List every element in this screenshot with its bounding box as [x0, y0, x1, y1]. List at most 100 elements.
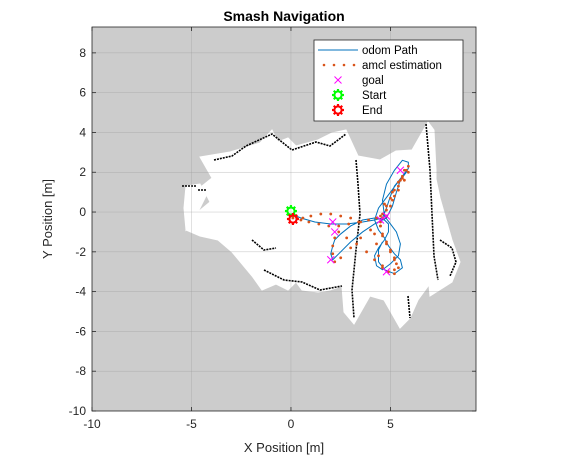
amcl-point [339, 214, 343, 218]
amcl-point [385, 204, 388, 208]
amcl-point [398, 178, 402, 182]
legend-gear-swatch [332, 104, 344, 116]
map-wall [407, 295, 411, 319]
map-free-space [185, 121, 459, 329]
amcl-point [359, 236, 363, 240]
goal-marker [382, 212, 391, 220]
amcl-point [397, 184, 400, 188]
amcl-point [299, 218, 303, 222]
legend-label: amcl estimation [362, 60, 442, 72]
legend-entry: amcl estimation [322, 60, 442, 72]
goal-marker [396, 166, 405, 175]
amcl-point [379, 224, 382, 228]
goal-marker-stroke [330, 228, 339, 236]
amcl-point [347, 222, 351, 226]
amcl-point [389, 248, 392, 252]
amcl-point [377, 254, 380, 258]
amcl-point [369, 228, 372, 232]
amcl-point [385, 208, 388, 212]
amcl-point [375, 242, 378, 246]
legend-goal-swatch [334, 76, 342, 84]
y-tick-label: 2 [79, 165, 86, 179]
axes-box [91, 26, 477, 412]
x-tick-label: 5 [387, 417, 394, 431]
amcl-point [339, 256, 343, 260]
amcl-point [307, 220, 311, 224]
amcl-point [357, 220, 361, 224]
amcl-point [391, 190, 394, 194]
amcl-point [389, 250, 392, 254]
amcl-point [389, 196, 392, 200]
x-tick-label: -5 [186, 417, 197, 431]
goal-marker [376, 216, 385, 224]
y-tick-label: 6 [79, 86, 86, 100]
amcl-point [329, 212, 333, 216]
amcl-point [365, 250, 368, 254]
amcl-point [337, 230, 341, 234]
amcl-point [381, 234, 384, 238]
amcl-point [402, 178, 406, 182]
goal-marker [382, 267, 391, 276]
amcl-point [309, 214, 313, 218]
amcl-point [385, 240, 388, 244]
map-wall [251, 239, 277, 251]
legend-gear-swatch-ring [333, 105, 343, 115]
amcl-point [319, 212, 323, 216]
amcl-point [355, 242, 359, 246]
amcl-point [333, 236, 337, 240]
y-tick-label: -8 [75, 364, 86, 378]
map-free-space [411, 159, 461, 297]
amcl-point [391, 198, 394, 202]
amcl-point [301, 216, 305, 220]
amcl-point [400, 174, 404, 178]
amcl-point [317, 222, 321, 226]
map-wall [263, 269, 343, 291]
amcl-point [373, 258, 376, 262]
data-layer [284, 159, 410, 276]
legend-label: odom Path [362, 45, 418, 57]
amcl-point [393, 256, 396, 260]
amcl-point [291, 216, 295, 220]
amcl-point [397, 266, 400, 270]
amcl-point [349, 216, 353, 220]
amcl-point [404, 168, 408, 172]
goal-marker-stroke [382, 212, 391, 220]
amcl-point [389, 204, 392, 208]
map-wall [425, 123, 439, 281]
amcl-point [400, 176, 404, 180]
amcl-point [393, 272, 396, 276]
map-wall [213, 133, 347, 161]
y-tick-label: 0 [79, 205, 86, 219]
legend-entry: goal [334, 75, 384, 87]
amcl-point [406, 170, 410, 174]
goal-marker-stroke [382, 267, 391, 276]
y-tick-label: -2 [75, 245, 86, 259]
x-tick-label: -10 [83, 417, 101, 431]
goal-marker-stroke [396, 166, 405, 175]
x-axis-label: X Position [m] [244, 440, 324, 455]
map-wall [439, 239, 457, 277]
legend-label: goal [362, 75, 384, 87]
end-marker [286, 213, 299, 225]
amcl-point [381, 264, 384, 268]
legend-dot-swatch [332, 63, 336, 67]
y-axis-label: Y Position [m] [40, 179, 55, 259]
grid [92, 27, 476, 411]
amcl-point [393, 194, 396, 198]
amcl-point [345, 236, 349, 240]
legend-dot-swatch [342, 63, 346, 67]
amcl-point [331, 244, 335, 248]
start-marker-ring [286, 206, 296, 216]
y-tick-label: 4 [79, 125, 86, 139]
legend-dot-swatch [322, 63, 326, 67]
occupancy-map [182, 121, 461, 329]
legend-label: Start [362, 90, 387, 102]
chart-title: Smash Navigation [223, 8, 344, 24]
legend-goal-swatch-stroke [334, 76, 342, 84]
amcl-point [367, 218, 370, 222]
ticks: -10 -5 0 5 -10 -8 -6 -4 -2 0 2 4 6 8 [69, 27, 476, 431]
amcl-point [373, 232, 376, 236]
amcl-point [359, 220, 363, 224]
amcl-point [383, 202, 386, 206]
amcl-point [379, 214, 382, 218]
